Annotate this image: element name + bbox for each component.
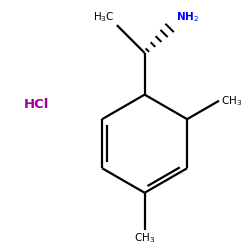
Text: CH$_3$: CH$_3$	[134, 232, 155, 245]
Text: NH$_2$: NH$_2$	[176, 10, 199, 24]
Text: H$_3$C: H$_3$C	[93, 10, 114, 24]
Text: CH$_3$: CH$_3$	[221, 94, 242, 108]
Text: HCl: HCl	[24, 98, 49, 111]
